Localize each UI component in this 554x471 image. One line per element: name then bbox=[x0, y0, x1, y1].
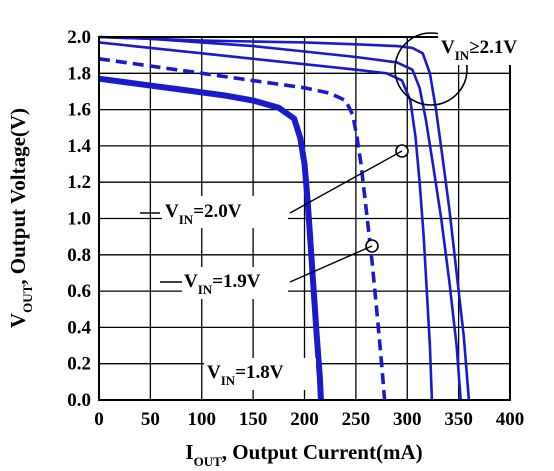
vin-2-0-label-bg bbox=[162, 196, 288, 228]
y-axis-title: VOUT, Output Voltage(V) bbox=[6, 108, 35, 328]
series-lines bbox=[98, 35, 471, 401]
vin-1-9-leader-line bbox=[289, 245, 373, 283]
plot-frame bbox=[98, 36, 511, 401]
vin-1-9-label-bg bbox=[182, 267, 288, 299]
x-axis-title: IOUT, Output Current(mA) bbox=[185, 440, 422, 469]
x-tick-label: 200 bbox=[290, 409, 319, 430]
annotation-vin-1-8: VIN=1.8V bbox=[207, 362, 284, 388]
x-tick-label: 50 bbox=[141, 409, 160, 430]
series-line-2 bbox=[98, 57, 387, 401]
y-tick-label: 1.0 bbox=[67, 209, 91, 230]
y-tick-label: 0.2 bbox=[67, 354, 91, 375]
annotation-markers bbox=[140, 32, 468, 283]
y-tick-label: 0.0 bbox=[67, 390, 91, 411]
x-tick-label: 150 bbox=[239, 409, 268, 430]
vin-2-1-label-bg bbox=[438, 33, 540, 65]
series-line-3 bbox=[98, 41, 434, 401]
y-tick-label: 0.4 bbox=[67, 317, 91, 338]
annotation-vin-2-1: VIN≥2.1V bbox=[441, 37, 517, 63]
x-tick-label: 250 bbox=[342, 409, 371, 430]
y-tick-labels: 0.0 0.2 0.4 0.6 0.8 1.0 1.2 1.4 1.6 1.8 2.0 bbox=[67, 27, 91, 411]
x-tick-label: 400 bbox=[496, 409, 525, 430]
series-line-5 bbox=[98, 35, 471, 401]
vin-2-0-leader-line bbox=[289, 150, 403, 214]
y-tick-label: 1.2 bbox=[67, 172, 91, 193]
y-tick-label: 1.6 bbox=[67, 100, 91, 121]
x-tick-label: 350 bbox=[444, 409, 473, 430]
vin-2-1-marker-circle bbox=[394, 32, 468, 106]
y-tick-label: 1.8 bbox=[67, 63, 91, 84]
x-tick-labels: 0 50 100 150 200 250 300 350 400 bbox=[94, 409, 524, 430]
y-tick-label: 0.8 bbox=[67, 245, 91, 266]
series-line-4 bbox=[98, 35, 462, 401]
y-tick-label: 0.6 bbox=[67, 281, 91, 302]
grid bbox=[99, 37, 510, 400]
series-line-1 bbox=[98, 75, 324, 401]
annotation-vin-2-0: VIN=2.0V bbox=[165, 201, 242, 227]
annotation-vin-1-9: VIN=1.9V bbox=[184, 271, 261, 297]
x-tick-label: 100 bbox=[188, 409, 217, 430]
x-tick-label: 300 bbox=[393, 409, 422, 430]
vin-1-8-label-bg bbox=[204, 358, 316, 390]
y-tick-label: 1.4 bbox=[67, 136, 91, 157]
y-tick-label: 2.0 bbox=[67, 27, 91, 48]
x-tick-label: 0 bbox=[94, 409, 104, 430]
